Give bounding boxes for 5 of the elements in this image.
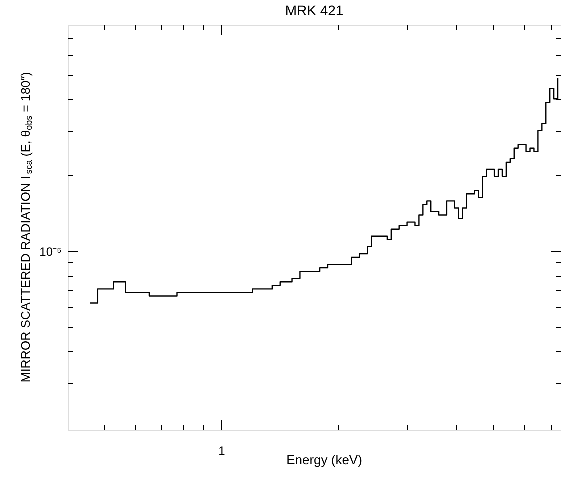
text: 10⁻⁵ [40, 245, 62, 259]
x-axis-title: Energy (keV) [286, 452, 362, 468]
y-axis-title: MIRROR SCATTERED RADIATION Isca (E, θobs = 180″) [19, 72, 34, 383]
text: 1 [218, 444, 226, 458]
chart-title: MRK 421 [285, 2, 344, 18]
